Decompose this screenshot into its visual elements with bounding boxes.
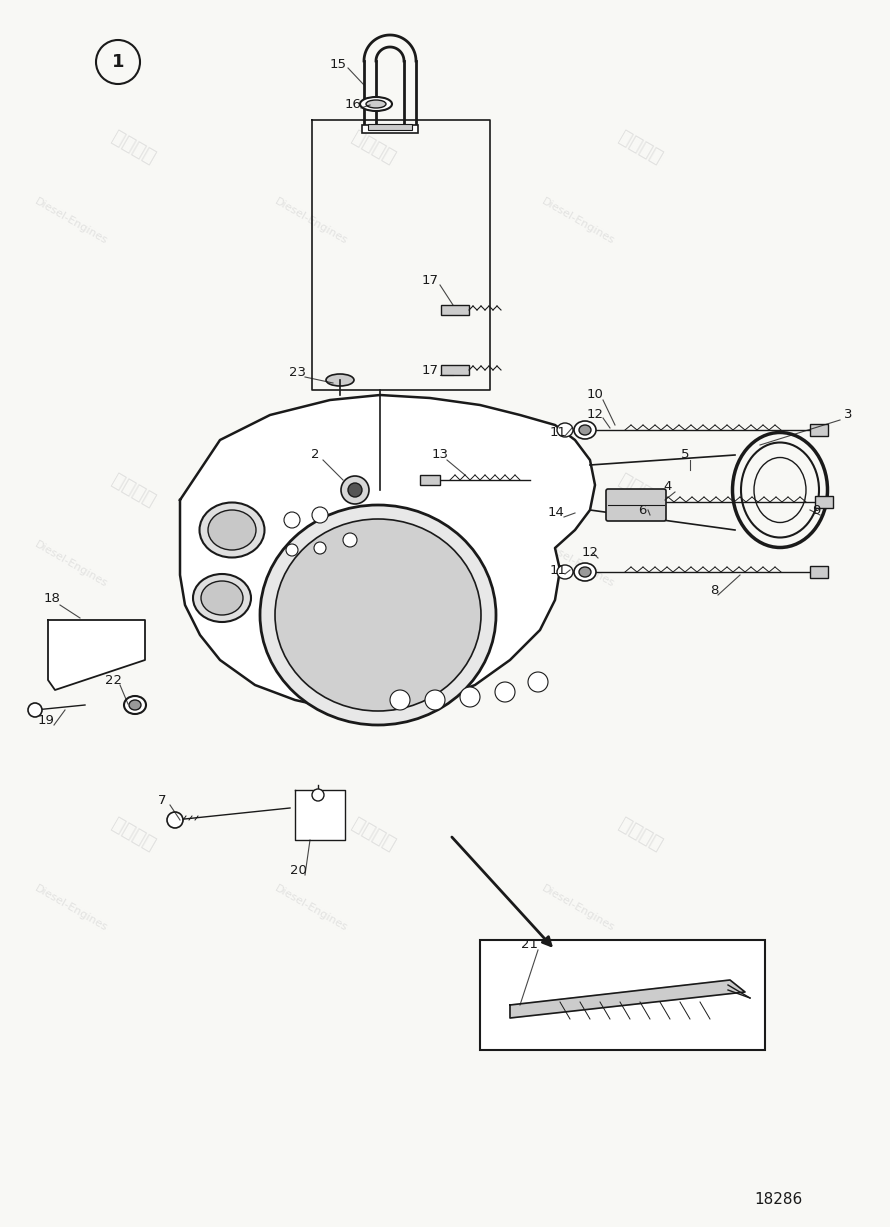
Text: 17: 17 — [422, 363, 439, 377]
Ellipse shape — [557, 423, 573, 437]
Text: 17: 17 — [422, 274, 439, 286]
Bar — [810, 566, 828, 578]
Ellipse shape — [208, 510, 256, 550]
Ellipse shape — [260, 506, 496, 725]
Ellipse shape — [579, 425, 591, 436]
Text: Diesel-Engines: Diesel-Engines — [540, 540, 617, 589]
Text: Diesel-Engines: Diesel-Engines — [273, 196, 350, 245]
Text: 紫发动力: 紫发动力 — [616, 471, 666, 510]
Ellipse shape — [129, 699, 141, 710]
Ellipse shape — [579, 567, 591, 577]
Polygon shape — [48, 620, 145, 690]
Text: 21: 21 — [522, 939, 538, 951]
Bar — [480, 940, 765, 1050]
Text: 13: 13 — [432, 449, 449, 461]
FancyBboxPatch shape — [420, 475, 440, 485]
Ellipse shape — [366, 99, 386, 108]
Text: 15: 15 — [329, 59, 346, 71]
Text: Diesel-Engines: Diesel-Engines — [33, 540, 109, 589]
Text: Diesel-Engines: Diesel-Engines — [273, 540, 350, 589]
Polygon shape — [295, 790, 345, 840]
Ellipse shape — [360, 97, 392, 110]
Text: 11: 11 — [549, 563, 567, 577]
Ellipse shape — [574, 563, 596, 582]
Text: 1: 1 — [112, 53, 125, 71]
Text: 12: 12 — [581, 546, 598, 560]
FancyBboxPatch shape — [606, 490, 666, 521]
Bar — [362, 125, 418, 133]
Text: 紫发动力: 紫发动力 — [109, 128, 158, 167]
FancyBboxPatch shape — [441, 364, 469, 375]
Text: 5: 5 — [681, 449, 689, 461]
Text: 9: 9 — [812, 503, 821, 517]
Circle shape — [390, 690, 410, 710]
Circle shape — [312, 789, 324, 801]
Text: 6: 6 — [638, 503, 646, 517]
Circle shape — [341, 476, 369, 504]
Text: 18286: 18286 — [754, 1193, 802, 1207]
Ellipse shape — [557, 564, 573, 579]
Text: 18: 18 — [44, 591, 61, 605]
Text: Diesel-Engines: Diesel-Engines — [33, 883, 109, 933]
Text: 7: 7 — [158, 794, 166, 806]
Text: 22: 22 — [104, 674, 122, 686]
Ellipse shape — [199, 503, 264, 557]
Text: 12: 12 — [587, 409, 603, 422]
Text: 10: 10 — [587, 389, 603, 401]
Bar — [368, 124, 412, 130]
Text: 紫发动力: 紫发动力 — [349, 128, 399, 167]
Ellipse shape — [201, 582, 243, 615]
Circle shape — [460, 687, 480, 707]
Polygon shape — [510, 980, 745, 1018]
Text: 2: 2 — [311, 449, 320, 461]
FancyBboxPatch shape — [441, 306, 469, 315]
Circle shape — [286, 544, 298, 556]
Text: 3: 3 — [844, 409, 853, 422]
Circle shape — [28, 703, 42, 717]
Ellipse shape — [275, 519, 481, 710]
Text: 紫发动力: 紫发动力 — [109, 471, 158, 510]
Text: 23: 23 — [289, 367, 306, 379]
Circle shape — [167, 812, 183, 828]
Ellipse shape — [124, 696, 146, 714]
Text: 紫发动力: 紫发动力 — [349, 471, 399, 510]
Text: Diesel-Engines: Diesel-Engines — [273, 883, 350, 933]
Text: 紫发动力: 紫发动力 — [616, 128, 666, 167]
Text: 8: 8 — [710, 584, 718, 596]
Ellipse shape — [193, 574, 251, 622]
Text: Diesel-Engines: Diesel-Engines — [540, 883, 617, 933]
Ellipse shape — [326, 374, 354, 387]
Circle shape — [528, 672, 548, 692]
Circle shape — [312, 507, 328, 523]
Text: 紫发动力: 紫发动力 — [109, 815, 158, 854]
Bar — [810, 425, 828, 436]
Text: 4: 4 — [664, 481, 672, 493]
Bar — [815, 496, 833, 508]
Text: 11: 11 — [549, 426, 567, 438]
Circle shape — [343, 533, 357, 547]
Text: 14: 14 — [547, 507, 564, 519]
Text: Diesel-Engines: Diesel-Engines — [540, 196, 617, 245]
Text: 紫发动力: 紫发动力 — [349, 815, 399, 854]
Text: Diesel-Engines: Diesel-Engines — [33, 196, 109, 245]
Text: 紫发动力: 紫发动力 — [616, 815, 666, 854]
Circle shape — [425, 690, 445, 710]
Text: 19: 19 — [37, 713, 54, 726]
Circle shape — [348, 483, 362, 497]
Ellipse shape — [574, 421, 596, 439]
Text: 20: 20 — [289, 864, 306, 876]
Circle shape — [284, 512, 300, 528]
Circle shape — [495, 682, 515, 702]
Circle shape — [314, 542, 326, 555]
Polygon shape — [180, 395, 595, 710]
Text: 16: 16 — [344, 98, 361, 112]
